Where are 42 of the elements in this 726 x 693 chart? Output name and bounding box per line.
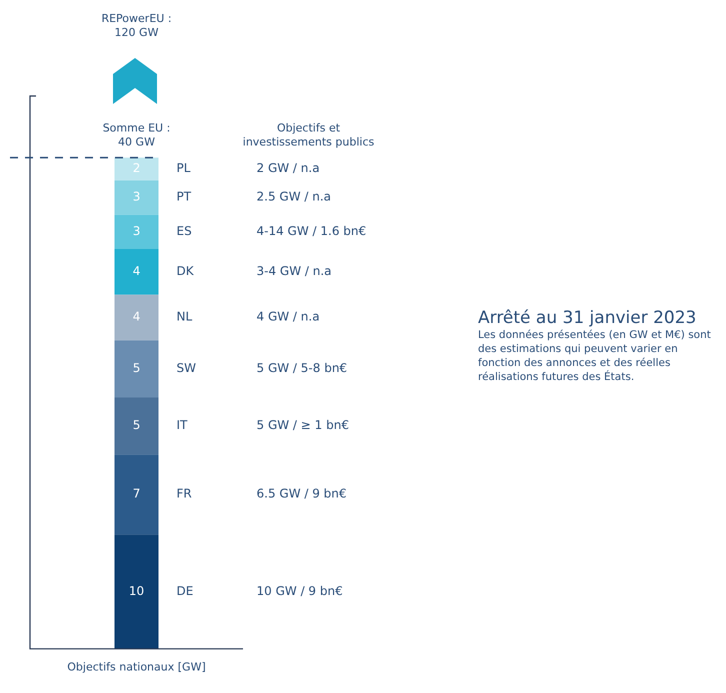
text: 4 GW / n.a <box>256 310 320 324</box>
series-label: ES <box>176 224 192 238</box>
series-label: DE <box>176 584 194 598</box>
data-label: 3 <box>132 224 140 238</box>
series-label: PT <box>176 190 192 204</box>
bar <box>114 249 158 295</box>
data-label: 5 <box>132 418 140 432</box>
text: Les données présentées (en GW et M€) sont des estimations qui peuvent varier en fonction des annonces et des réelles réalisations futures des États. <box>478 328 712 384</box>
data-label: 7 <box>132 486 140 501</box>
text: Arrêté au 31 janvier 2023 <box>478 308 698 328</box>
data-label: 2 <box>132 161 140 176</box>
data-label: 4 <box>132 310 140 324</box>
series-label: PL <box>176 161 191 176</box>
text: Objectifs et investissements publics <box>242 122 374 149</box>
text: 5 GW / 5-8 bn€ <box>256 361 348 376</box>
data-label: 3 <box>132 190 140 204</box>
text: 5 GW / ≥ 1 bn€ <box>256 418 349 432</box>
series-label: FR <box>176 486 192 501</box>
text: 3-4 GW / n.a <box>256 264 332 278</box>
series-label: NL <box>176 310 192 324</box>
bar <box>114 214 158 250</box>
bar <box>114 398 158 455</box>
bar <box>114 158 158 180</box>
text: REPowerEU : 120 GW <box>101 12 172 39</box>
series-label: DK <box>176 264 195 278</box>
x-axis-title: Objectifs nationaux [GW] <box>67 660 206 674</box>
text: 4-14 GW / 1.6 bn€ <box>256 224 366 238</box>
data-label: 5 <box>132 361 140 376</box>
bar <box>114 454 158 535</box>
text: 10 GW / 9 bn€ <box>256 584 343 598</box>
text: Somme EU : 40 GW <box>102 122 170 149</box>
bar <box>114 340 158 398</box>
bar <box>114 294 158 340</box>
text: 6.5 GW / 9 bn€ <box>256 486 347 501</box>
bar <box>114 534 158 649</box>
series-label: SW <box>176 361 196 376</box>
text: 2.5 GW / n.a <box>256 190 332 204</box>
series-label: IT <box>176 418 188 432</box>
bar <box>114 180 158 215</box>
data-label: 10 <box>128 584 144 598</box>
data-label: 4 <box>132 264 140 278</box>
text: 2 GW / n.a <box>256 161 320 176</box>
